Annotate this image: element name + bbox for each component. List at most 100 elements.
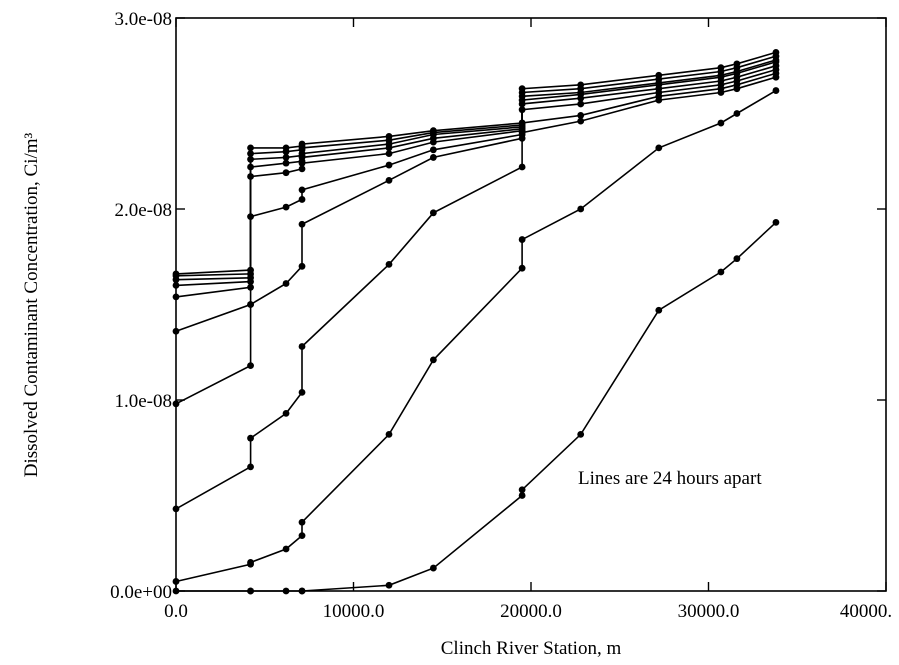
data-point (282, 409, 290, 417)
data-point (282, 203, 290, 211)
data-point (733, 60, 741, 68)
data-point (518, 492, 526, 499)
data-point (247, 144, 254, 152)
data-point (655, 144, 663, 152)
x-axis-label: Clinch River Station, m (441, 638, 622, 659)
data-point (429, 127, 437, 135)
data-point (172, 578, 180, 585)
data-point (282, 169, 290, 177)
data-point (429, 154, 437, 161)
series-6 (172, 62, 780, 301)
data-point (172, 505, 180, 513)
data-point (247, 283, 254, 291)
data-point (577, 100, 585, 108)
data-point (247, 558, 254, 566)
data-point (298, 186, 306, 194)
data-point (385, 260, 393, 268)
series-layer (172, 48, 780, 595)
series-2 (172, 87, 780, 585)
data-point (577, 205, 585, 213)
plot-frame (175, 17, 887, 592)
data-point (298, 262, 306, 270)
data-point (577, 117, 585, 125)
data-point (172, 327, 180, 335)
data-point (247, 362, 254, 370)
x-tick-label: 40000. (840, 601, 892, 622)
data-point (717, 64, 725, 72)
y-tick-label: 2.0e-08 (114, 200, 172, 221)
x-tick-label: 20000.0 (500, 601, 562, 622)
data-point (772, 48, 780, 56)
data-point (655, 306, 663, 314)
data-point (733, 110, 741, 117)
chart-annotation: Lines are 24 hours apart (578, 468, 762, 489)
data-point (172, 293, 180, 301)
data-point (429, 146, 437, 154)
data-point (247, 266, 254, 274)
y-axis-label: Dissolved Contaminant Concentration, Ci/… (21, 132, 42, 477)
series-3 (172, 73, 780, 513)
data-point (172, 270, 180, 278)
data-point (247, 301, 254, 308)
data-point (518, 85, 526, 93)
series-line (175, 65, 777, 298)
data-point (385, 161, 393, 169)
data-point (298, 140, 306, 148)
data-point (518, 264, 526, 272)
data-point (298, 518, 306, 526)
series-8 (172, 56, 780, 284)
data-point (247, 587, 254, 595)
data-point (655, 71, 663, 79)
series-line (175, 89, 777, 583)
data-point (282, 280, 290, 287)
data-point (429, 209, 437, 217)
data-point (772, 218, 780, 226)
data-point (282, 587, 290, 595)
data-point (518, 119, 526, 127)
data-point (733, 255, 741, 263)
data-point (518, 163, 526, 171)
data-point (298, 532, 306, 540)
series-1 (172, 218, 780, 595)
data-point (282, 144, 290, 152)
series-line (175, 61, 777, 287)
data-point (429, 356, 437, 364)
series-10 (172, 48, 780, 278)
data-point (298, 220, 306, 228)
series-line (176, 221, 777, 592)
series-5 (172, 66, 780, 335)
data-point (772, 87, 780, 94)
data-point (577, 112, 585, 119)
data-point (385, 133, 393, 140)
data-point (577, 81, 585, 89)
data-point (518, 486, 526, 494)
data-point (298, 165, 306, 173)
x-tick-label: 0.0 (164, 601, 188, 622)
series-4 (172, 69, 780, 408)
axes: 0.0e+00 1.0e-08 2.0e-08 3.0e-08 0.0 10000.0 20… (110, 9, 892, 622)
data-point (172, 587, 180, 595)
data-point (298, 388, 306, 396)
data-point (282, 154, 290, 161)
y-tick-label: 0.0e+00 (110, 582, 172, 603)
data-point (247, 463, 254, 471)
y-tick-label: 1.0e-08 (114, 391, 172, 412)
data-point (717, 119, 725, 127)
data-point (282, 545, 290, 553)
x-tick-label: 30000.0 (678, 601, 740, 622)
data-point (385, 150, 393, 158)
data-point (172, 282, 180, 289)
series-line (175, 68, 777, 332)
data-point (247, 434, 254, 442)
data-point (518, 236, 526, 243)
data-point (385, 430, 393, 438)
data-point (577, 430, 585, 438)
data-point (385, 176, 393, 184)
data-point (172, 400, 180, 408)
data-point (298, 196, 306, 203)
data-point (717, 268, 725, 276)
data-point (282, 159, 290, 167)
data-point (298, 343, 306, 350)
data-point (298, 587, 306, 595)
